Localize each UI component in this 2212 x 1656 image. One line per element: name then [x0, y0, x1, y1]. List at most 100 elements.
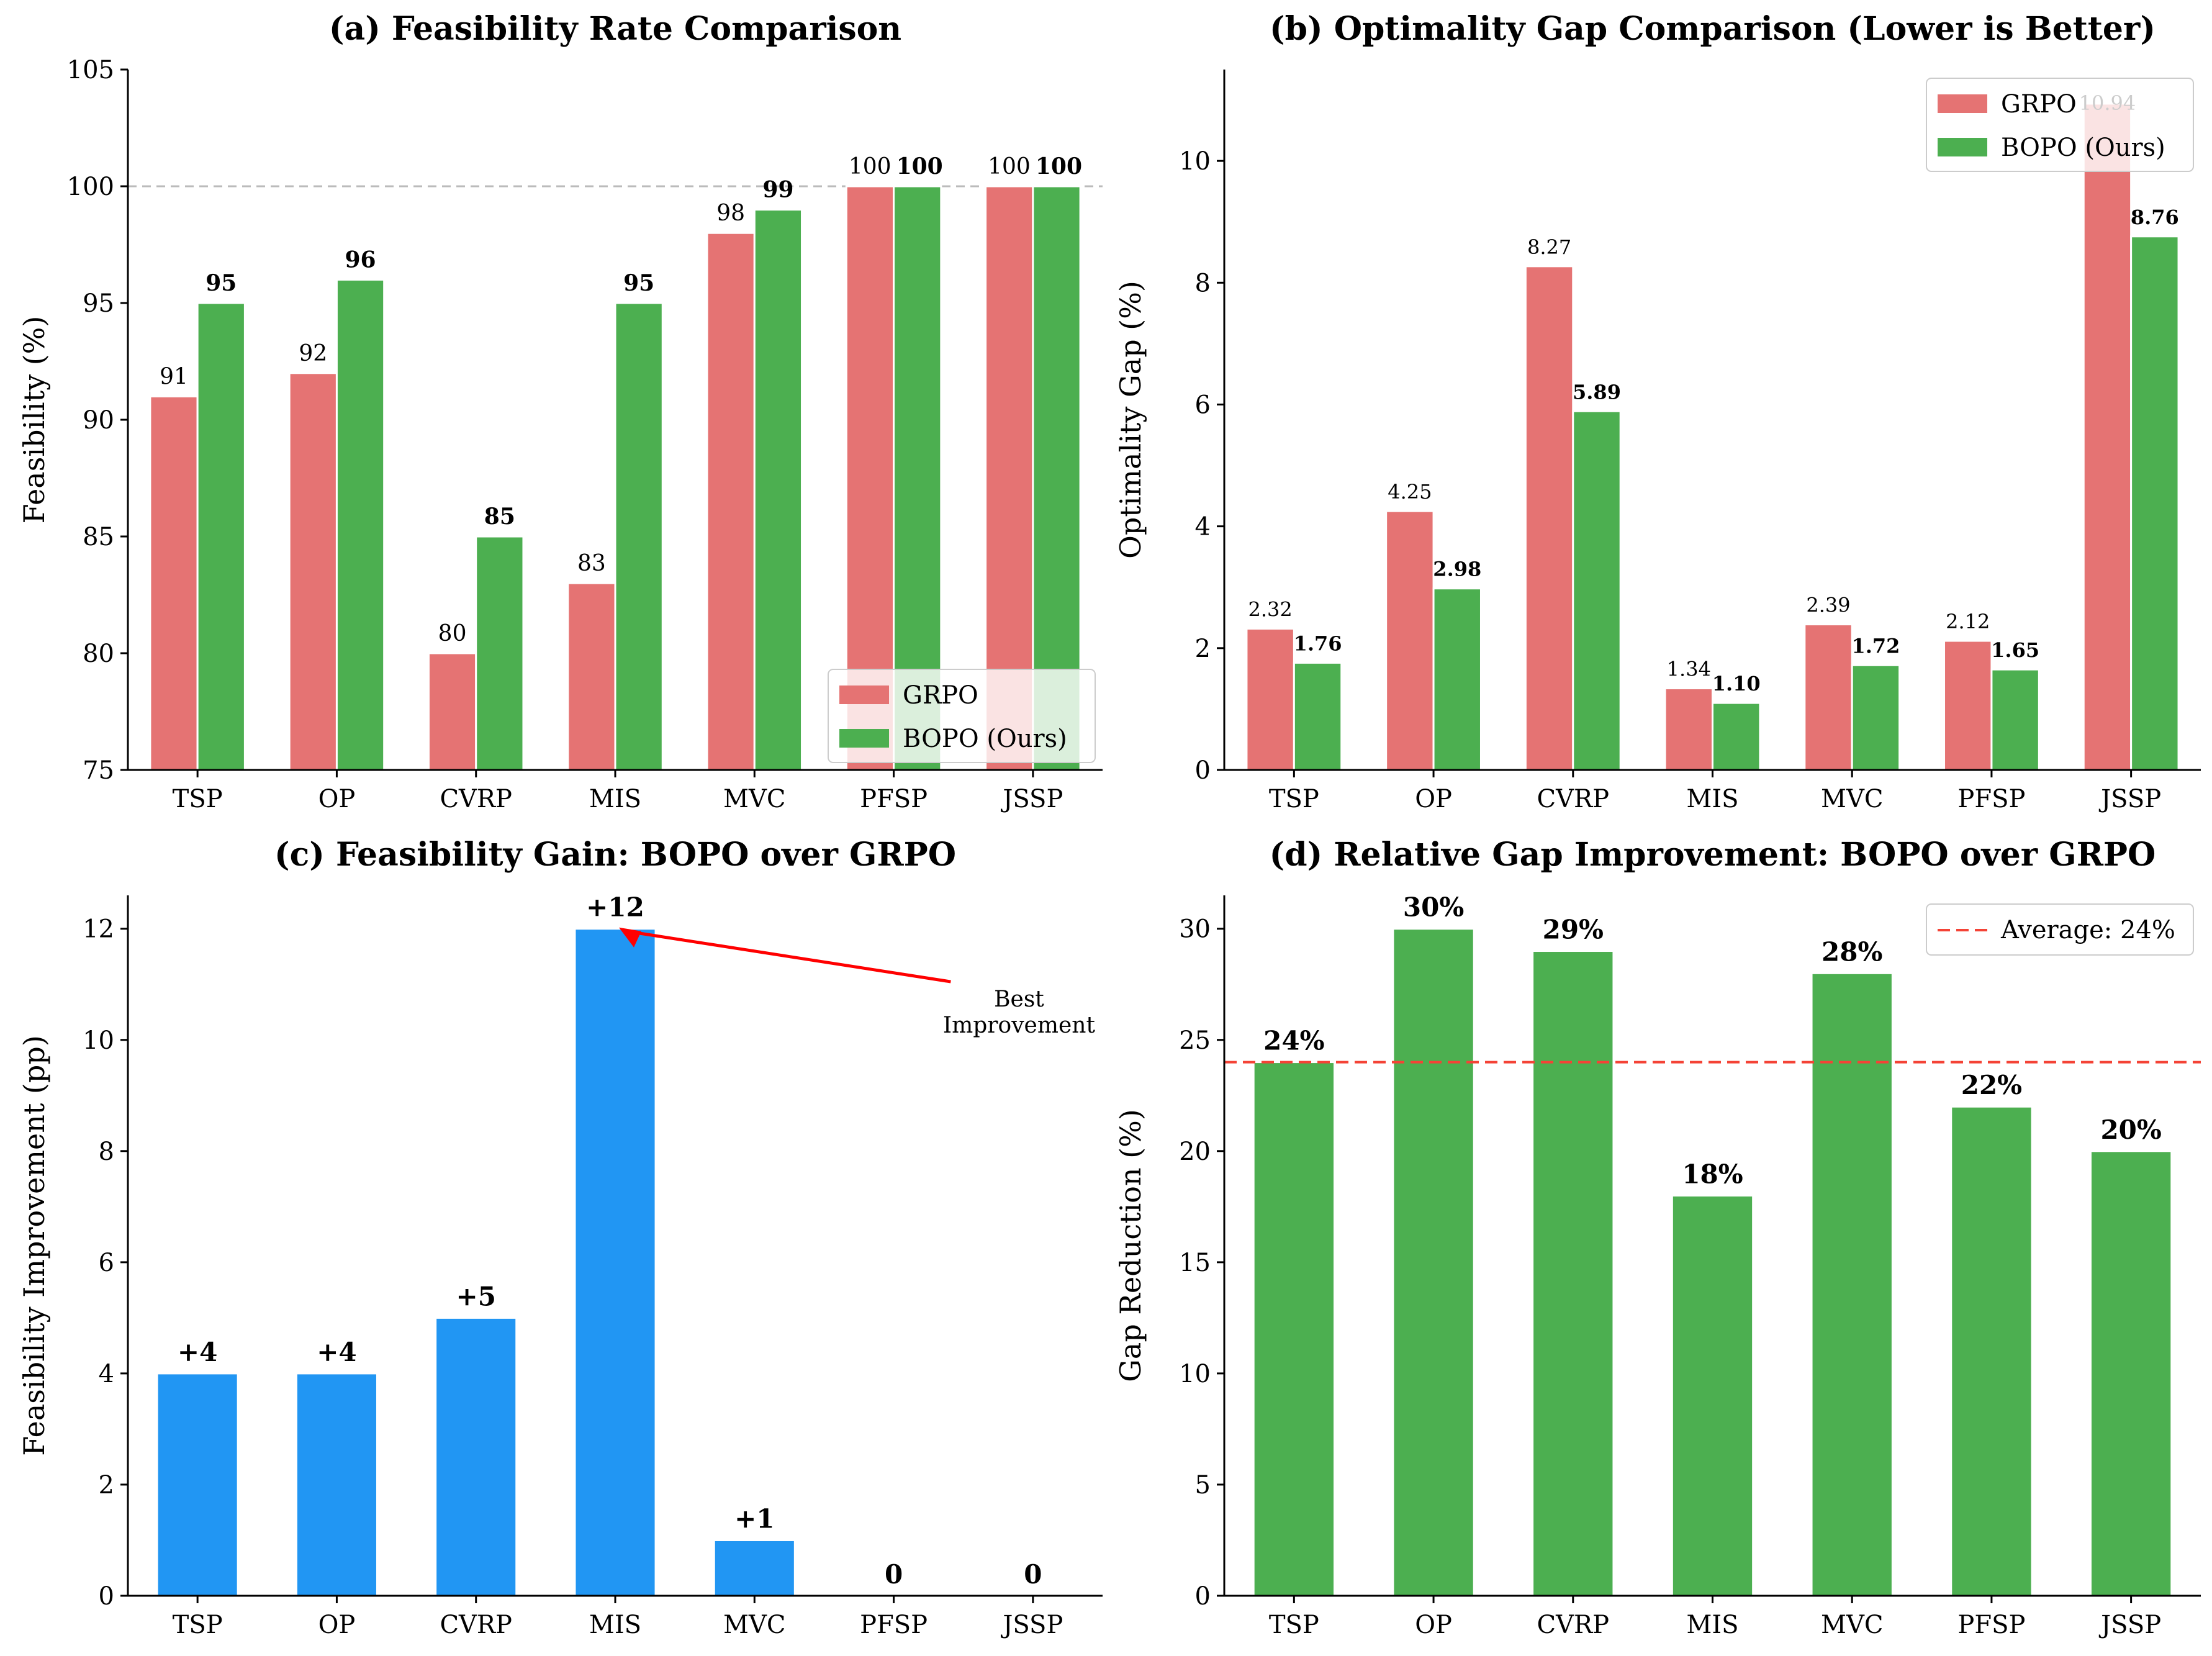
- bar-a-bopo-ours--mvc: [753, 209, 803, 771]
- x-tick-label: PFSP: [1957, 1611, 2025, 1639]
- bar-value-label: +5: [456, 1281, 496, 1311]
- bar-value-label: 20%: [2100, 1115, 2161, 1145]
- y-tick-label: 10: [1179, 1360, 1211, 1388]
- bar-value-label: 0: [885, 1559, 903, 1590]
- bar-b-bopo-ours--pfsp: [1990, 668, 2040, 771]
- x-tick-label: JSSP: [1000, 785, 1063, 813]
- bar-value-label: 85: [484, 504, 515, 530]
- x-tick-label: MIS: [1686, 1611, 1738, 1639]
- y-axis-label: Feasibility Improvement (pp): [17, 1035, 51, 1456]
- bar-a-grpo-cvrp: [427, 652, 477, 771]
- legend-swatch: [839, 729, 889, 748]
- bar-c-improvement-mis: [574, 928, 657, 1597]
- bar-a-grpo-mvc: [706, 232, 756, 771]
- bar-value-label: 1.72: [1851, 634, 1900, 658]
- x-tick-label: CVRP: [440, 1611, 512, 1639]
- y-tick-label: 12: [83, 915, 114, 944]
- bar-c-improvement-cvrp: [435, 1316, 518, 1597]
- bar-a-bopo-ours--tsp: [196, 302, 246, 771]
- x-tick-label: PFSP: [1957, 785, 2025, 813]
- bar-value-label: +4: [317, 1337, 356, 1367]
- y-tick-label: 25: [1179, 1026, 1211, 1055]
- bar-value-label: 83: [577, 551, 606, 576]
- bar-b-grpo-mvc: [1803, 623, 1853, 771]
- bar-a-bopo-ours--op: [335, 278, 386, 771]
- bar-value-label: 98: [716, 201, 745, 226]
- x-tick-label: OP: [318, 785, 356, 813]
- x-tick-label: PFSP: [860, 785, 928, 813]
- bar-d-gap-reduction-tsp: [1252, 1061, 1336, 1597]
- panel-title: (c) Feasibility Gain: BOPO over GRPO: [274, 836, 956, 874]
- bar-value-label: 8.76: [2131, 206, 2179, 229]
- bar-value-label: 92: [299, 341, 327, 366]
- y-tick-label: 15: [1179, 1249, 1211, 1277]
- y-tick-label: 6: [1195, 391, 1211, 419]
- x-tick-label: TSP: [173, 1611, 223, 1639]
- x-tick-label: CVRP: [1537, 1611, 1610, 1639]
- bar-c-improvement-tsp: [156, 1372, 239, 1597]
- y-tick-label: 6: [99, 1249, 114, 1277]
- panel-b: (b) Optimality Gap Comparison (Lower is …: [1114, 10, 2201, 813]
- bar-d-gap-reduction-mis: [1671, 1194, 1754, 1597]
- y-tick-label: 95: [83, 289, 114, 318]
- y-tick-label: 75: [83, 756, 114, 785]
- legend-label: BOPO (Ours): [2001, 133, 2165, 162]
- legend-label: BOPO (Ours): [903, 725, 1067, 753]
- legend-label: Average: 24%: [2000, 916, 2175, 944]
- x-tick-label: OP: [1415, 785, 1452, 813]
- bar-b-bopo-ours--cvrp: [1572, 410, 1622, 771]
- bar-value-label: 18%: [1682, 1159, 1743, 1189]
- bar-value-label: 1.10: [1712, 672, 1761, 695]
- legend-label: GRPO: [2001, 90, 2077, 119]
- y-tick-label: 4: [1195, 513, 1211, 541]
- bar-value-label: 95: [623, 270, 654, 296]
- bar-b-bopo-ours--tsp: [1293, 661, 1343, 771]
- x-tick-label: CVRP: [440, 785, 512, 813]
- annotation-arrowhead: [619, 927, 641, 948]
- bar-value-label: 80: [438, 621, 467, 646]
- bar-c-improvement-mvc: [713, 1539, 796, 1597]
- panel-c: (c) Feasibility Gain: BOPO over GRPO Feas…: [17, 836, 1103, 1639]
- bar-a-grpo-tsp: [149, 395, 199, 771]
- bar-value-label: +12: [586, 892, 644, 923]
- bar-value-label: 2.39: [1806, 594, 1850, 617]
- y-tick-label: 105: [67, 56, 114, 84]
- y-tick-label: 2: [1195, 635, 1211, 663]
- bar-value-label: 96: [345, 247, 376, 273]
- bar-d-gap-reduction-jssp: [2089, 1150, 2173, 1597]
- legend-swatch: [839, 685, 889, 704]
- bar-value-label: 29%: [1543, 915, 1604, 945]
- bar-b-grpo-cvrp: [1524, 265, 1574, 771]
- bar-b-grpo-jssp: [2082, 102, 2133, 771]
- y-tick-label: 8: [99, 1138, 114, 1166]
- bar-value-label: 1.34: [1667, 658, 1711, 681]
- bar-value-label: 28%: [1822, 936, 1882, 967]
- legend-swatch: [1938, 94, 1987, 113]
- bar-value-label: 4.25: [1388, 480, 1432, 504]
- bar-value-label: 1.65: [1991, 638, 2039, 662]
- bar-d-gap-reduction-op: [1392, 928, 1475, 1597]
- bar-a-bopo-ours--cvrp: [475, 535, 525, 771]
- y-tick-label: 90: [83, 406, 114, 435]
- bar-c-improvement-op: [295, 1372, 378, 1597]
- legend-label: GRPO: [903, 681, 978, 710]
- bar-value-label: 99: [762, 177, 793, 203]
- annotation-arrow-line: [626, 930, 951, 984]
- bar-value-label: 0: [1024, 1559, 1042, 1590]
- y-tick-label: 30: [1179, 915, 1211, 944]
- bar-value-label: 95: [205, 270, 237, 296]
- x-tick-label: TSP: [173, 785, 223, 813]
- bar-d-gap-reduction-cvrp: [1532, 950, 1615, 1597]
- bar-b-grpo-op: [1385, 510, 1435, 771]
- x-tick-label: MVC: [1821, 1611, 1883, 1639]
- x-tick-label: MVC: [723, 785, 785, 813]
- bar-b-grpo-tsp: [1245, 627, 1295, 771]
- x-tick-label: JSSP: [1000, 1611, 1063, 1639]
- x-tick-label: PFSP: [860, 1611, 928, 1639]
- y-axis-label: Feasibility (%): [17, 316, 51, 524]
- bar-a-bopo-ours--mis: [614, 302, 664, 771]
- y-tick-label: 5: [1195, 1471, 1211, 1500]
- bar-d-gap-reduction-pfsp: [1950, 1105, 2033, 1597]
